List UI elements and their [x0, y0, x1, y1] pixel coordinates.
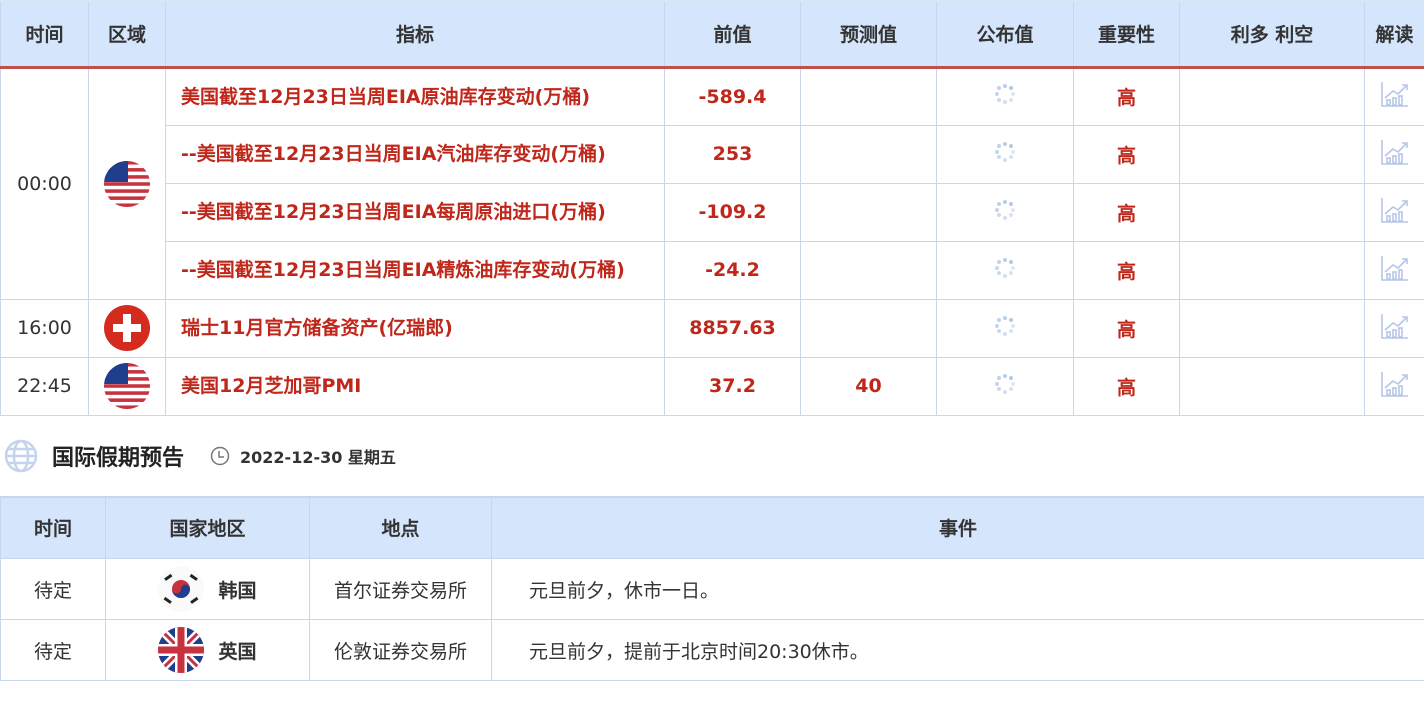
- chart-analysis-icon[interactable]: [1380, 80, 1410, 108]
- loading-spinner-icon: [994, 83, 1016, 105]
- event-time: 22:45: [0, 356, 89, 416]
- holiday-time: 待定: [0, 558, 106, 620]
- indicator-link[interactable]: 美国12月芝加哥PMI: [165, 356, 665, 416]
- bull-bear: [1179, 182, 1365, 242]
- event-time: 00:00: [0, 66, 89, 300]
- forecast-value: [800, 66, 937, 126]
- actual-value: [936, 124, 1074, 184]
- column-header: 时间: [0, 495, 106, 559]
- previous-value: 8857.63: [664, 298, 801, 358]
- column-header: 前值: [664, 0, 801, 69]
- bull-bear: [1179, 356, 1365, 416]
- analysis-cell[interactable]: [1364, 298, 1424, 358]
- indicator-link[interactable]: 瑞士11月官方储备资产(亿瑞郎): [165, 298, 665, 358]
- table-row: --美国截至12月23日当周EIA汽油库存变动(万桶) 253 高: [1, 124, 1424, 184]
- actual-value: [936, 182, 1074, 242]
- previous-value: -109.2: [664, 182, 801, 242]
- loading-spinner-icon: [994, 315, 1016, 337]
- holiday-time: 待定: [0, 619, 106, 681]
- table-row: 22:45 美国12月芝加哥PMI 37.2 40 高: [0, 356, 1424, 416]
- previous-value: -589.4: [664, 66, 801, 126]
- holiday-date: 2022-12-30 星期五: [240, 447, 396, 467]
- column-header: 重要性: [1073, 0, 1180, 69]
- column-header: 事件: [491, 495, 1424, 559]
- actual-value: [936, 66, 1074, 126]
- table-row: 待定 英国 伦敦证券交易所 元旦前夕，提前于北京时间20:30休市。: [0, 619, 1424, 681]
- actual-value: [936, 240, 1074, 300]
- forecast-value: [800, 240, 937, 300]
- actual-value: [936, 298, 1074, 358]
- chart-analysis-icon[interactable]: [1380, 254, 1410, 282]
- table-row: 待定 韩国 首尔证券交易所 元旦前夕，休市一日。: [0, 558, 1424, 620]
- previous-value: 37.2: [664, 356, 801, 416]
- actual-value: [936, 356, 1074, 416]
- bull-bear: [1179, 66, 1365, 126]
- chart-analysis-icon[interactable]: [1380, 370, 1410, 398]
- importance: 高: [1073, 298, 1180, 358]
- event-time: 16:00: [0, 298, 89, 358]
- analysis-cell[interactable]: [1364, 66, 1424, 126]
- country-name: 韩国: [218, 579, 257, 602]
- holiday-table: 时间 国家地区 地点 事件 待定 韩国 首尔证券交易所 元旦前夕，休市一日。 待定 英国 伦敦证券…: [0, 495, 1424, 681]
- bull-bear: [1179, 298, 1365, 358]
- holiday-place: 首尔证券交易所: [309, 558, 492, 620]
- column-header: 区域: [88, 0, 166, 69]
- loading-spinner-icon: [994, 199, 1016, 221]
- holiday-title: 国际假期预告: [52, 445, 185, 471]
- loading-spinner-icon: [994, 373, 1016, 395]
- us-flag-icon: [104, 160, 150, 207]
- table-row: --美国截至12月23日当周EIA每周原油进口(万桶) -109.2 高: [1, 182, 1424, 242]
- forecast-value: 40: [800, 356, 937, 416]
- country-name: 英国: [218, 640, 257, 663]
- analysis-cell[interactable]: [1364, 124, 1424, 184]
- forecast-value: [800, 124, 937, 184]
- indicator-link[interactable]: --美国截至12月23日当周EIA精炼油库存变动(万桶): [165, 240, 665, 300]
- chart-analysis-icon[interactable]: [1380, 312, 1410, 340]
- switzerland-flag-icon: [104, 305, 150, 351]
- bull-bear: [1179, 240, 1365, 300]
- importance: 高: [1073, 240, 1180, 300]
- column-header: 预测值: [800, 0, 937, 69]
- importance: 高: [1073, 66, 1180, 126]
- importance: 高: [1073, 182, 1180, 242]
- importance: 高: [1073, 356, 1180, 416]
- indicator-link[interactable]: --美国截至12月23日当周EIA每周原油进口(万桶): [165, 182, 665, 242]
- importance: 高: [1073, 124, 1180, 184]
- forecast-value: [800, 298, 937, 358]
- analysis-cell[interactable]: [1364, 240, 1424, 300]
- holiday-section-header: 国际假期预告 2022-12-30 星期五: [0, 416, 1424, 496]
- loading-spinner-icon: [994, 141, 1016, 163]
- chart-analysis-icon[interactable]: [1380, 138, 1410, 166]
- holiday-place: 伦敦证券交易所: [309, 619, 492, 681]
- indicator-link[interactable]: 美国截至12月23日当周EIA原油库存变动(万桶): [165, 66, 665, 126]
- column-header: 指标: [165, 0, 665, 69]
- uk-flag-icon: [158, 627, 205, 673]
- us-flag-icon: [104, 363, 150, 409]
- clock-icon: [210, 446, 230, 465]
- table-row: --美国截至12月23日当周EIA精炼油库存变动(万桶) -24.2 高: [1, 240, 1424, 300]
- holiday-event: 元旦前夕，休市一日。: [491, 558, 1424, 620]
- column-header: 时间: [0, 0, 89, 69]
- holiday-event: 元旦前夕，提前于北京时间20:30休市。: [491, 619, 1424, 681]
- previous-value: -24.2: [664, 240, 801, 300]
- column-header: 利多 利空: [1179, 0, 1365, 69]
- loading-spinner-icon: [994, 257, 1016, 279]
- previous-value: 253: [664, 124, 801, 184]
- indicator-link[interactable]: --美国截至12月23日当周EIA汽油库存变动(万桶): [165, 124, 665, 184]
- column-header: 地点: [309, 495, 492, 559]
- chart-analysis-icon[interactable]: [1380, 196, 1410, 224]
- column-header: 国家地区: [105, 495, 310, 559]
- analysis-cell[interactable]: [1364, 182, 1424, 242]
- economic-calendar-table: 时间 区域 指标 前值 预测值 公布值 重要性 利多 利空 解读 00:00 美国截至12月23日…: [0, 0, 1424, 416]
- table-row: 16:00 瑞士11月官方储备资产(亿瑞郎) 8857.63 高: [0, 298, 1424, 358]
- bull-bear: [1179, 124, 1365, 184]
- forecast-value: [800, 182, 937, 242]
- table-row: 00:00 美国截至12月23日当周EIA原油库存变动(万桶) -589.4 高: [0, 66, 1424, 300]
- column-header: 公布值: [936, 0, 1074, 69]
- globe-icon: [4, 439, 38, 472]
- analysis-cell[interactable]: [1364, 356, 1424, 416]
- korea-flag-icon: [158, 566, 205, 612]
- column-header: 解读: [1364, 0, 1424, 69]
